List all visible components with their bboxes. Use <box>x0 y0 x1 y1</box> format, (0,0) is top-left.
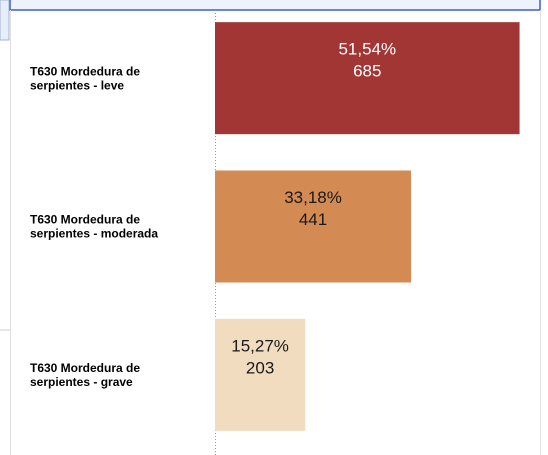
value-label: 51,54% <box>338 40 396 59</box>
top-panel <box>9 0 541 11</box>
category-label: T630 Mordedura de <box>30 213 140 227</box>
category-label: serpientes - leve <box>30 78 124 92</box>
category-label: serpientes - moderada <box>30 227 158 241</box>
bar <box>215 22 520 135</box>
bar <box>215 170 412 283</box>
count-label: 203 <box>246 358 274 377</box>
bar <box>215 318 306 431</box>
value-label: 15,27% <box>231 336 289 355</box>
side-tab <box>0 0 10 41</box>
category-label: serpientes - grave <box>30 375 133 389</box>
count-label: 441 <box>299 210 327 229</box>
category-label: T630 Mordedura de <box>30 361 140 375</box>
value-label: 33,18% <box>284 188 342 207</box>
count-label: 685 <box>353 62 381 81</box>
category-label: T630 Mordedura de <box>30 64 140 78</box>
